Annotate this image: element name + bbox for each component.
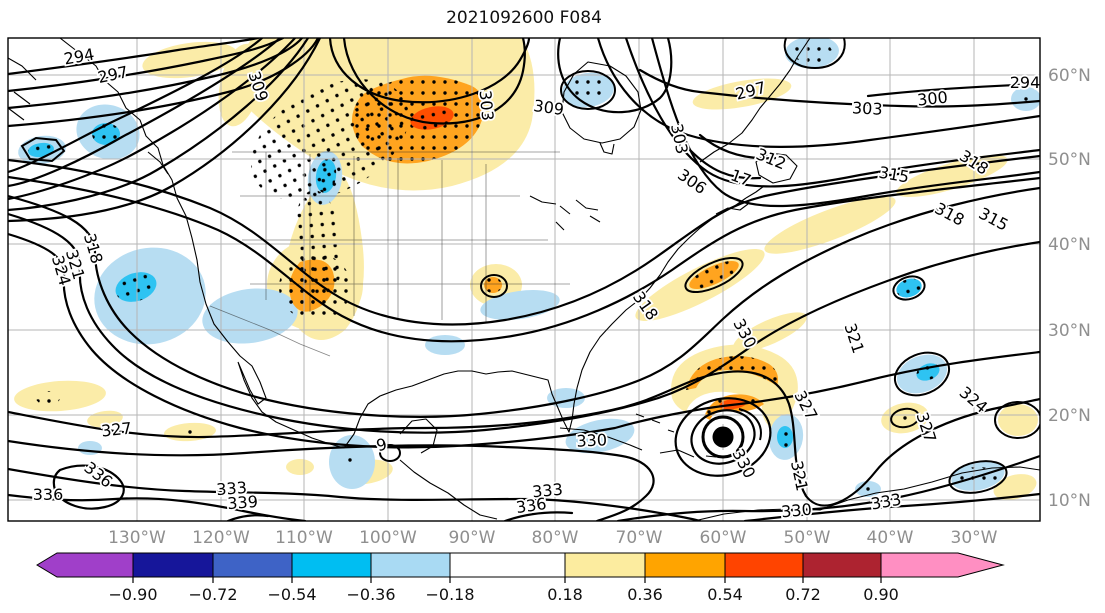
lon-tick-label: 90°W [449, 528, 496, 548]
lon-tick-label: 30°W [951, 528, 998, 548]
contour-label: 300 [916, 87, 948, 109]
colorbar-tick-label: −0.54 [267, 585, 316, 604]
lat-tick-label: 60°N [1048, 66, 1091, 86]
contour-label: 333 [216, 478, 248, 499]
colorbar-tick-label: 0.90 [863, 585, 899, 604]
colorbar-segment [880, 552, 1005, 578]
colorbar-tick-label: 0.54 [707, 585, 743, 604]
colorbar-segment [132, 552, 214, 578]
contour-label: 327 [100, 418, 132, 440]
colorbar-segment [564, 552, 646, 578]
colorbar-segment [644, 552, 726, 578]
lat-tick-label: 30°N [1048, 321, 1091, 341]
lat-tick-label: 50°N [1048, 150, 1091, 170]
lat-tick-label: 40°N [1048, 235, 1091, 255]
lon-tick-label: 70°W [616, 528, 663, 548]
colorbar-segment [291, 552, 372, 578]
lon-tick-label: 60°W [700, 528, 747, 548]
plot-title: 2021092600 F084 [446, 8, 602, 28]
lon-tick-label: 40°W [867, 528, 914, 548]
contour-label: 330 [576, 430, 607, 451]
contour-layer [8, 38, 1040, 521]
lon-tick-label: 120°W [192, 528, 250, 548]
lon-tick-label: 130°W [108, 528, 166, 548]
contour-label: 303 [667, 122, 692, 156]
contour-label: 297 [96, 62, 130, 87]
colorbar-tick-label: −0.18 [425, 585, 474, 604]
map-frame [7, 37, 1041, 522]
colorbar-segment [212, 552, 293, 578]
contour-label: 330 [780, 500, 812, 522]
contour-label: 333 [531, 480, 563, 502]
contour-label: 336 [33, 485, 64, 504]
colorbar-segment [802, 552, 882, 578]
lon-tick-label: 50°W [784, 528, 831, 548]
lon-tick-label: 110°W [275, 528, 333, 548]
contour-label: 294 [1010, 73, 1041, 92]
lat-tick-label: 20°N [1048, 406, 1091, 426]
colorbar-tick-label: −0.72 [188, 585, 237, 604]
contour-label: 339 [227, 492, 259, 513]
lon-tick-label: 80°W [532, 528, 579, 548]
contour-label: 303 [476, 89, 498, 121]
colorbar-tick-label: 0.36 [627, 585, 663, 604]
contour-label: 303 [852, 98, 883, 119]
longitude-axis-labels: 130°W 120°W 110°W 100°W 90°W 80°W 70°W 60°W 50°W… [108, 528, 998, 548]
colorbar-segment [449, 552, 566, 578]
colorbar-tick-label: 0.72 [785, 585, 821, 604]
tropical-cyclone-symbol [701, 415, 745, 459]
cyclone-eye-dot [712, 426, 734, 448]
colorbar-tick-label: −0.90 [108, 585, 157, 604]
colorbar-tick-label: 0.18 [547, 585, 583, 604]
lon-tick-label: 100°W [359, 528, 417, 548]
colorbar: −0.90 −0.72 −0.54 −0.36 −0.18 0.18 0.36 0.54 0.7… [36, 552, 1005, 604]
colorbar-segment [370, 552, 451, 578]
state-borders-layer [209, 151, 570, 357]
colorbar-segment [724, 552, 804, 578]
colorbar-tick-label: −0.36 [346, 585, 395, 604]
colorbar-segment [36, 552, 134, 578]
lat-tick-label: 10°N [1048, 491, 1091, 511]
latitude-axis-labels: 60°N 50°N 40°N 30°N 20°N 10°N [1048, 66, 1091, 511]
